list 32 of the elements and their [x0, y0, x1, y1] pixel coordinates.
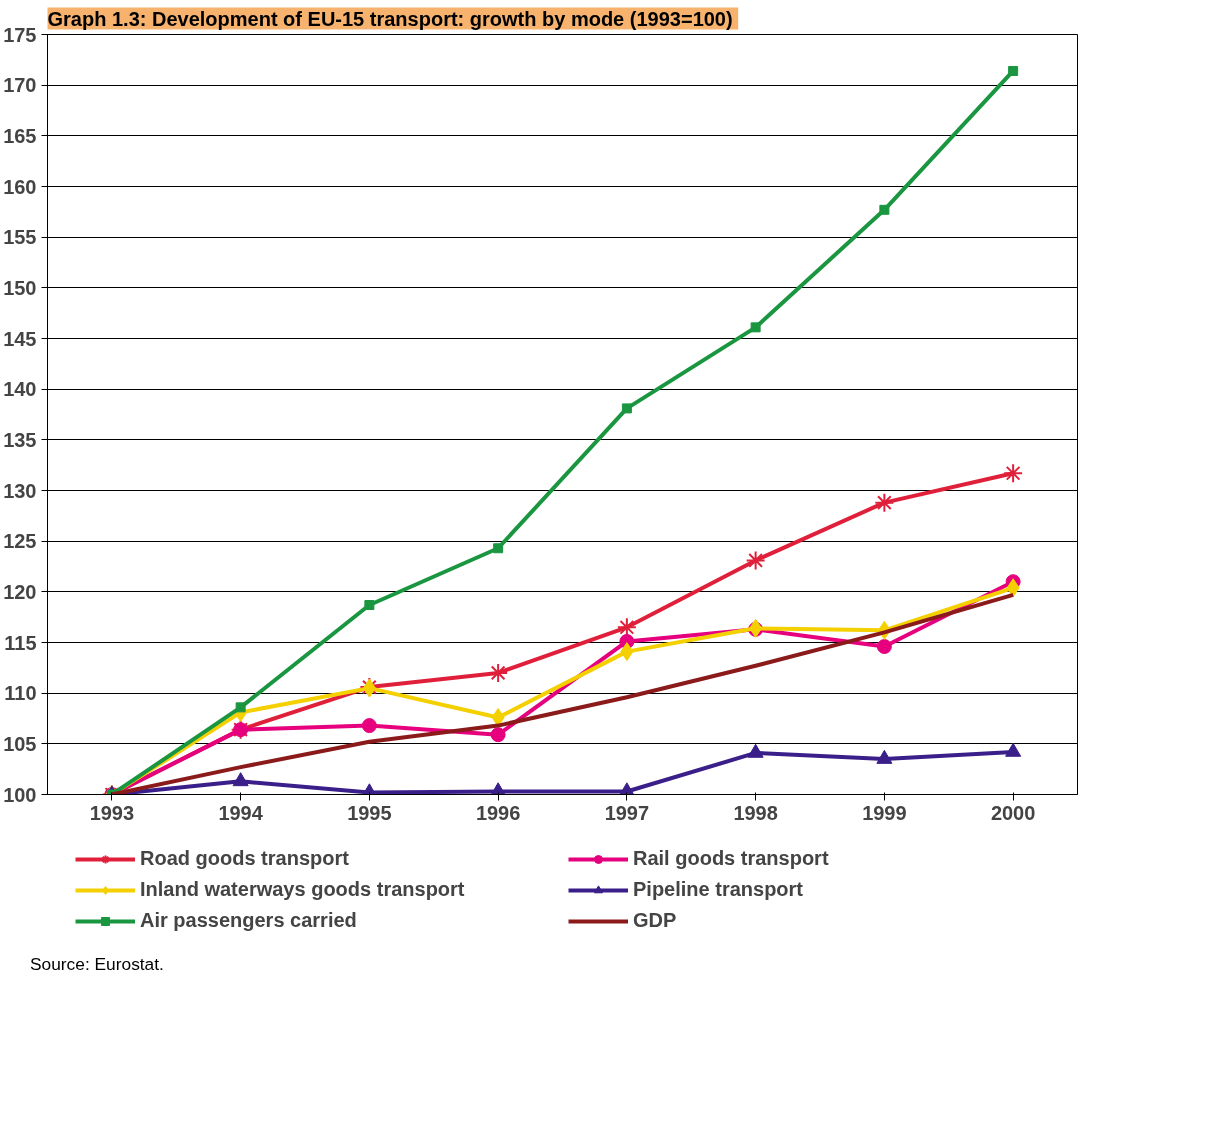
x-tick-label: 1993 — [89, 801, 135, 824]
y-tick-label: 115 — [4, 631, 37, 654]
y-tick-label: 150 — [3, 276, 37, 299]
x-tick-label: 2000 — [990, 801, 1036, 824]
legend-label: GDP — [633, 909, 678, 932]
y-tick-label: 165 — [3, 124, 37, 147]
x-tick-label: 1994 — [218, 801, 264, 824]
x-tick-label: 1996 — [475, 801, 521, 824]
y-tick-label: 155 — [3, 226, 37, 249]
y-tick-label: 105 — [3, 732, 37, 755]
legend-label: Pipeline transport — [633, 878, 805, 901]
x-tick-label: 1998 — [733, 801, 778, 824]
y-tick-label: 135 — [3, 428, 37, 451]
y-tick-label: 170 — [3, 74, 37, 97]
x-tick-label: 1997 — [604, 801, 650, 824]
y-tick-label: 160 — [3, 175, 37, 198]
y-tick-label: 145 — [3, 327, 37, 350]
y-tick-label: 175 — [3, 23, 37, 46]
legend-label: Rail goods transport — [633, 847, 830, 870]
y-tick-label: 120 — [3, 580, 37, 603]
legend-label: Road goods transport — [140, 847, 350, 870]
chart-title: Graph 1.3: Development of EU-15 transport: growth by mode (1993=100) — [47, 7, 733, 30]
y-tick-label: 110 — [4, 682, 37, 705]
source-note: Source: Eurostat. — [30, 953, 164, 976]
legend-label: Air passengers carried — [140, 909, 358, 932]
y-tick-label: 100 — [3, 783, 37, 806]
legend-label: Inland waterways goods transport — [140, 878, 466, 901]
y-tick-label: 140 — [3, 378, 37, 401]
y-tick-label: 125 — [3, 530, 37, 553]
x-tick-label: 1999 — [862, 801, 907, 824]
y-tick-label: 130 — [3, 479, 37, 502]
x-tick-label: 1995 — [347, 801, 392, 824]
